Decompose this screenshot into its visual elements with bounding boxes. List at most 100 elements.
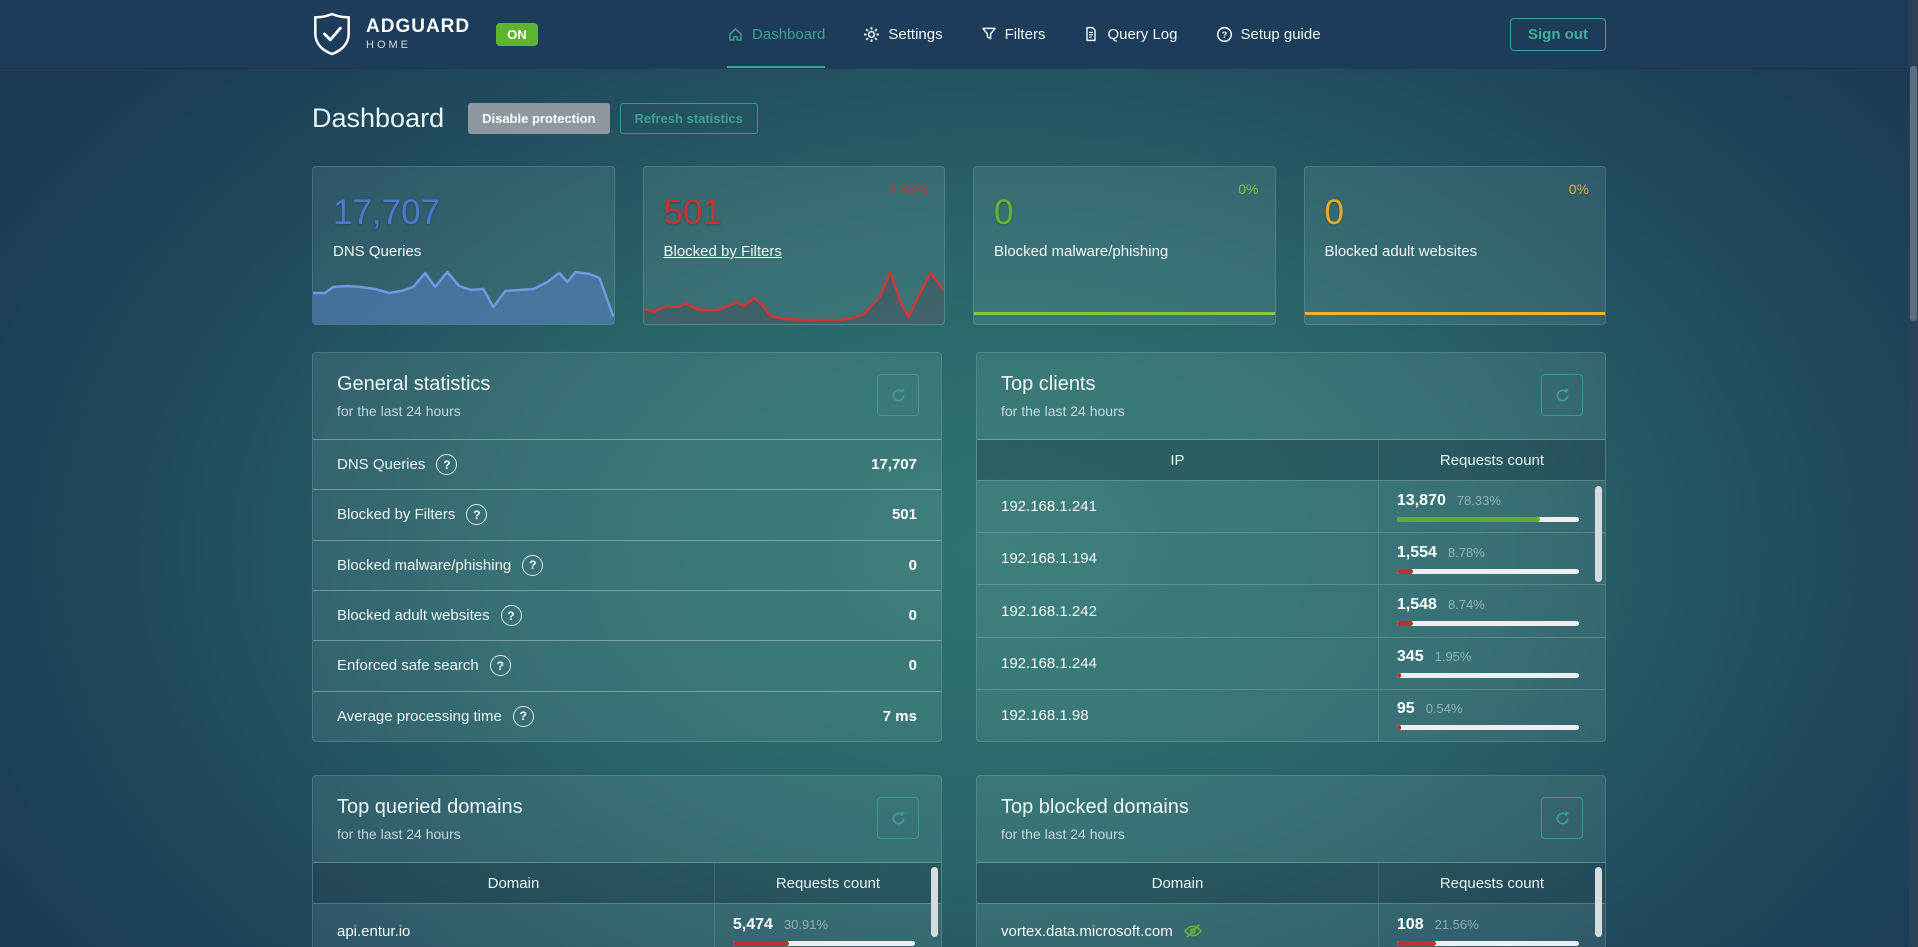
help-icon[interactable]: ? <box>512 705 534 727</box>
blocked-filters-value: 501 <box>663 193 722 232</box>
nav-tab-label: Dashboard <box>752 25 826 43</box>
brand-subtitle: HOME <box>366 39 411 51</box>
blocked-malware-percent: 0% <box>1238 181 1259 197</box>
question-circle-icon: ? <box>1216 26 1233 43</box>
stats-value: 501 <box>891 506 917 524</box>
column-header-ip: IP <box>977 440 1379 480</box>
client-ip: 192.168.1.241 <box>977 481 1379 533</box>
help-icon[interactable]: ? <box>466 504 488 526</box>
protection-status-badge: ON <box>496 22 538 46</box>
table-header: IP Requests count <box>977 440 1605 480</box>
blocked-filters-percent: 2.83% <box>888 181 928 197</box>
help-icon[interactable]: ? <box>489 655 511 677</box>
top-blocked-domains-panel: Top blocked domains for the last 24 hour… <box>976 775 1606 947</box>
sign-out-button[interactable]: Sign out <box>1509 17 1606 51</box>
stats-label: Blocked by Filters <box>337 506 456 524</box>
stats-label: Average processing time <box>337 707 502 725</box>
help-icon[interactable]: ? <box>436 454 458 476</box>
domain-name: api.entur.io <box>313 904 715 947</box>
blocked-malware-label: Blocked malware/phishing <box>994 243 1169 260</box>
blocked-adult-percent: 0% <box>1568 181 1589 197</box>
document-icon <box>1083 26 1099 42</box>
panel-title: Top blocked domains <box>1001 796 1189 818</box>
adguard-logo[interactable]: ADGUARD HOME ON <box>312 12 538 56</box>
nav-tab-dashboard[interactable]: Dashboard <box>727 0 826 68</box>
page-scrollbar-thumb[interactable] <box>1910 66 1917 321</box>
table-row: api.entur.io 5,474 30.91% <box>313 903 941 947</box>
page-title: Dashboard <box>312 102 445 133</box>
table-header: Domain Requests count <box>977 863 1605 903</box>
progress-bar <box>1396 621 1579 626</box>
top-queried-domains-panel: Top queried domains for the last 24 hour… <box>312 775 942 947</box>
stats-label: DNS Queries <box>337 456 426 474</box>
stats-value: 0 <box>908 556 917 574</box>
progress-bar <box>1396 673 1579 679</box>
panel-title: Top clients <box>1001 373 1096 395</box>
request-percent: 8.74% <box>1447 597 1485 612</box>
nav-tab-label: Settings <box>888 25 943 43</box>
request-percent: 8.78% <box>1447 544 1485 560</box>
client-ip: 192.168.1.194 <box>977 533 1379 585</box>
top-queried-table: Domain Requests count api.entur.io 5,474… <box>313 862 941 947</box>
blocked-filters-link[interactable]: Blocked by Filters <box>663 243 782 260</box>
stats-row-blocked-malware: Blocked malware/phishing? 0 <box>313 539 941 590</box>
panel-title: General statistics <box>337 373 491 395</box>
nav-menu: Dashboard Settings <box>727 0 1321 68</box>
help-icon[interactable]: ? <box>500 605 522 627</box>
progress-bar <box>1396 516 1579 522</box>
client-ip: 192.168.1.98 <box>977 689 1379 741</box>
nav-tab-setup-guide[interactable]: ? Setup guide <box>1216 0 1321 68</box>
refresh-icon <box>1554 387 1571 404</box>
eye-slash-icon[interactable] <box>1183 921 1203 941</box>
top-clients-panel: Top clients for the last 24 hours IP Req… <box>976 352 1606 742</box>
blocked-adult-label: Blocked adult websites <box>1324 243 1478 260</box>
progress-bar <box>1396 941 1579 946</box>
disable-protection-button[interactable]: Disable protection <box>468 102 610 134</box>
table-scrollbar[interactable] <box>1595 486 1602 582</box>
table-scrollbar[interactable] <box>1595 867 1602 937</box>
page-scrollbar-track[interactable] <box>1909 0 1918 947</box>
nav-tab-settings[interactable]: Settings <box>863 0 943 68</box>
request-count: 345 <box>1396 648 1424 666</box>
request-count: 5,474 <box>732 916 773 933</box>
refresh-icon <box>1554 810 1571 827</box>
blocked-adult-accent-line <box>1304 312 1605 315</box>
stats-label: Blocked adult websites <box>337 607 490 625</box>
stats-value: 17,707 <box>871 456 917 474</box>
refresh-button[interactable] <box>1541 374 1583 416</box>
blocked-malware-accent-line <box>974 312 1275 315</box>
help-icon[interactable]: ? <box>522 554 544 576</box>
stat-card-dns-queries: 17,707 DNS Queries <box>312 166 615 325</box>
top-nav: ADGUARD HOME ON Dashboard <box>0 0 1918 68</box>
request-percent: 30.91% <box>783 917 829 932</box>
table-row: 192.168.1.242 1,548 8.74% <box>977 584 1605 637</box>
stats-label: Enforced safe search <box>337 657 479 675</box>
refresh-button[interactable] <box>1541 797 1583 839</box>
svg-text:?: ? <box>1221 29 1227 39</box>
shield-check-icon <box>312 12 352 56</box>
refresh-button[interactable] <box>877 797 919 839</box>
brand-title: ADGUARD <box>366 16 471 37</box>
nav-tab-filters[interactable]: Filters <box>981 0 1045 68</box>
nav-tab-query-log[interactable]: Query Log <box>1083 0 1178 68</box>
request-count: 1,554 <box>1396 543 1437 561</box>
home-icon <box>727 26 744 43</box>
column-header-domain: Domain <box>977 863 1379 903</box>
refresh-button[interactable] <box>877 374 919 416</box>
progress-bar <box>732 941 915 946</box>
column-header-requests: Requests count <box>775 874 881 892</box>
blocked-adult-value: 0 <box>1324 193 1344 232</box>
refresh-statistics-button[interactable]: Refresh statistics <box>619 102 758 134</box>
panel-subtitle: for the last 24 hours <box>337 826 461 842</box>
panel-title: Top queried domains <box>337 796 523 818</box>
table-row: 192.168.1.244 345 1.95% <box>977 636 1605 689</box>
column-header-domain: Domain <box>313 863 715 903</box>
client-ip: 192.168.1.244 <box>977 637 1379 689</box>
table-scrollbar[interactable] <box>931 867 938 937</box>
stats-value: 0 <box>908 607 917 625</box>
request-percent: 1.95% <box>1434 649 1472 665</box>
table-row: 192.168.1.194 1,554 8.78% <box>977 532 1605 585</box>
request-count: 95 <box>1396 700 1415 718</box>
top-clients-table: IP Requests count 192.168.1.241 13,870 78… <box>977 439 1605 741</box>
general-statistics-panel: General statistics for the last 24 hours… <box>312 352 942 742</box>
